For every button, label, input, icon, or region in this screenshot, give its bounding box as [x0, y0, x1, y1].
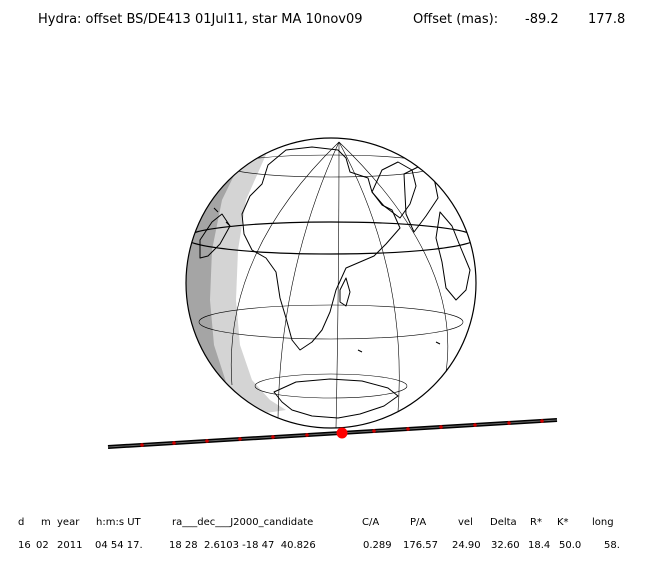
header-month: m	[41, 517, 51, 528]
meridian-line	[277, 141, 340, 419]
time-tick	[507, 421, 511, 425]
time-tick	[439, 425, 443, 429]
event-description: Hydra: offset BS/DE413 01Jul11, star MA …	[38, 12, 363, 27]
equator-line	[186, 221, 476, 255]
africa-europe-outline	[241, 146, 401, 351]
night-shading	[186, 140, 286, 428]
value-rstar: 18.4	[528, 540, 551, 551]
time-tick	[406, 427, 410, 431]
night-zone	[186, 140, 262, 428]
time-tick	[140, 443, 144, 447]
time-tick	[172, 441, 176, 445]
table-header-row: d m year h:m:s UT ra___dec___J2000_candi…	[0, 517, 645, 533]
header-year: year	[57, 517, 80, 528]
meridian-line	[338, 141, 449, 373]
offset-x-value: -89.2	[525, 12, 559, 27]
islands-outline	[213, 207, 441, 353]
value-vel: 24.90	[452, 540, 481, 551]
value-time: 04 54 17.	[95, 540, 143, 551]
header-long: long	[592, 517, 614, 528]
plot-title: Hydra: offset BS/DE413 01Jul11, star MA …	[0, 12, 645, 32]
madagascar-outline	[339, 277, 351, 307]
value-kstar: 50.0	[559, 540, 582, 551]
header-delta: Delta	[490, 517, 517, 528]
shadow-path-centerline	[107, 419, 558, 448]
value-pa: 176.57	[403, 540, 438, 551]
meridian-line	[338, 141, 400, 413]
time-tick	[305, 433, 309, 437]
earth-disk	[186, 138, 476, 428]
south-america-outline	[199, 213, 231, 259]
header-day: d	[18, 517, 25, 528]
header-time: h:m:s UT	[96, 517, 141, 528]
time-tick	[372, 429, 376, 433]
southeast-asia-outline	[435, 211, 471, 301]
track-time-ticks	[140, 419, 544, 447]
shadow-track	[107, 418, 558, 449]
twilight-zone	[186, 140, 286, 428]
value-delta: 32.60	[491, 540, 520, 551]
meridian-line	[230, 141, 340, 386]
antarctica-outline	[273, 378, 399, 419]
arabia-india-outline	[371, 161, 417, 219]
value-ca: 0.289	[363, 540, 392, 551]
time-tick	[271, 435, 275, 439]
parallel-line	[254, 373, 408, 399]
header-coords: ra___dec___J2000_candidate	[172, 517, 314, 528]
time-tick	[473, 423, 477, 427]
earth-limb	[185, 137, 477, 429]
parallel-line	[198, 304, 464, 340]
header-rstar: R*	[530, 517, 542, 528]
value-day: 16	[18, 540, 31, 551]
header-ca: C/A	[362, 517, 380, 528]
header-pa: P/A	[410, 517, 427, 528]
offset-label: Offset (mas):	[413, 12, 499, 27]
offset-y-value: 177.8	[588, 12, 626, 27]
header-vel: vel	[458, 517, 473, 528]
time-tick	[238, 437, 242, 441]
value-year: 2011	[57, 540, 83, 551]
closest-approach-marker	[336, 427, 348, 439]
time-tick	[205, 439, 209, 443]
value-month: 02	[36, 540, 49, 551]
header-kstar: K*	[557, 517, 569, 528]
meridian-line	[335, 141, 340, 428]
value-long: 58.	[604, 540, 620, 551]
time-tick	[540, 419, 544, 423]
value-coords: 18 28 2.6103 -18 47 40.826	[169, 540, 316, 551]
table-value-row: 16 02 2011 04 54 17. 18 28 2.6103 -18 47…	[0, 540, 645, 556]
